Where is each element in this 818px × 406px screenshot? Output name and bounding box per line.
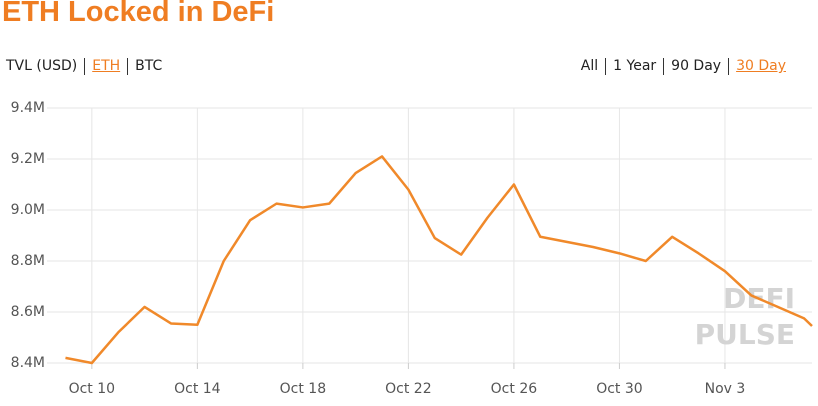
units-tabs: TVL (USD) ETH BTC xyxy=(6,58,169,75)
y-tick-label: 9.4M xyxy=(11,100,45,116)
y-tick-label: 8.4M xyxy=(11,355,45,371)
x-tick-label: Nov 3 xyxy=(705,381,746,397)
tab[interactable]: ETH xyxy=(84,58,127,75)
x-tick-label: Oct 18 xyxy=(280,381,326,397)
watermark: PULSE xyxy=(695,318,795,351)
x-tick-label: Oct 10 xyxy=(69,381,115,397)
tab[interactable]: BTC xyxy=(127,58,169,75)
tab[interactable]: 1 Year xyxy=(605,58,663,75)
chart-title: ETH Locked in DeFi xyxy=(2,0,275,28)
x-tick-label: Oct 14 xyxy=(174,381,221,397)
x-tick-label: Oct 30 xyxy=(596,381,642,397)
tab[interactable]: TVL (USD) xyxy=(6,58,78,74)
line xyxy=(65,155,813,365)
y-tick-label: 9.0M xyxy=(11,202,45,218)
y-tick-label: 8.6M xyxy=(11,304,45,320)
tab[interactable]: All xyxy=(580,58,599,74)
y-tick-label: 9.2M xyxy=(11,151,45,167)
x-tick-label: Oct 22 xyxy=(385,381,431,397)
tab[interactable]: 30 Day xyxy=(728,58,793,75)
tab[interactable]: 90 Day xyxy=(663,58,728,75)
x-tick-label: Oct 26 xyxy=(491,381,538,397)
y-tick-label: 8.8M xyxy=(11,253,45,269)
range-tabs: All 1 Year 90 Day 30 Day xyxy=(581,58,793,75)
